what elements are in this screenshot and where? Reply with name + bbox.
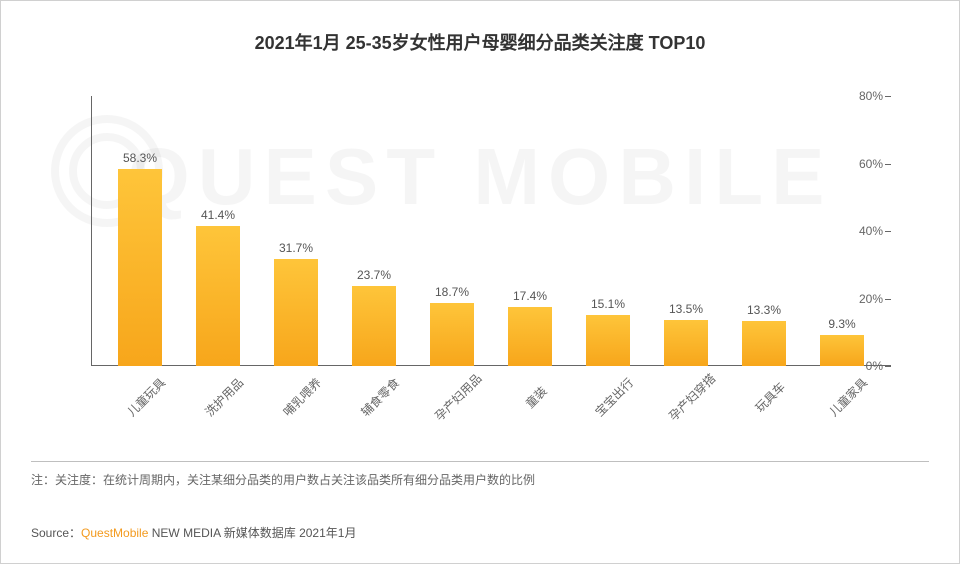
bar-slot: 41.4% — [179, 96, 257, 366]
bar-value-label: 18.7% — [435, 285, 469, 299]
footnote: 注：关注度：在统计周期内，关注某细分品类的用户数占关注该品类所有细分品类用户数的… — [31, 471, 535, 488]
source-prefix: Source： — [31, 526, 81, 540]
x-axis-label: 孕产妇用品 — [424, 363, 491, 430]
bar-value-label: 13.3% — [747, 303, 781, 317]
bar-slot: 15.1% — [569, 96, 647, 366]
bar-value-label: 23.7% — [357, 268, 391, 282]
chart-title: 2021年1月 25-35岁女性用户母婴细分品类关注度 TOP10 — [1, 1, 959, 55]
bar-slot: 31.7% — [257, 96, 335, 366]
bar-rect — [508, 307, 552, 366]
source-line: Source：QuestMobile NEW MEDIA 新媒体数据库 2021… — [31, 524, 356, 541]
x-axis-label: 辅食零食 — [346, 363, 413, 430]
bar-value-label: 31.7% — [279, 241, 313, 255]
y-tick-mark — [885, 366, 891, 367]
bar-slot: 58.3% — [101, 96, 179, 366]
bar-rect — [820, 335, 864, 366]
bar-slot: 13.5% — [647, 96, 725, 366]
bar-slot: 13.3% — [725, 96, 803, 366]
x-axis-label: 儿童玩具 — [112, 363, 179, 430]
chart-container: QUEST MOBILE 2021年1月 25-35岁女性用户母婴细分品类关注度… — [0, 0, 960, 564]
bar-rect — [196, 226, 240, 366]
x-axis-labels: 儿童玩具洗护用品哺乳喂养辅食零食孕产妇用品童装宝宝出行孕产妇穿搭玩具车儿童家具 — [91, 373, 891, 408]
bar-rect — [664, 320, 708, 366]
bar-slot: 9.3% — [803, 96, 881, 366]
source-brand: QuestMobile — [81, 526, 148, 540]
bar-value-label: 41.4% — [201, 208, 235, 222]
bar-value-label: 17.4% — [513, 289, 547, 303]
x-axis-label: 孕产妇穿搭 — [658, 363, 725, 430]
x-axis-label: 洗护用品 — [190, 363, 257, 430]
bar-value-label: 9.3% — [828, 317, 855, 331]
bar-value-label: 15.1% — [591, 297, 625, 311]
bar-rect — [586, 315, 630, 366]
bar-slot: 18.7% — [413, 96, 491, 366]
bar-slot: 17.4% — [491, 96, 569, 366]
bar-rect — [742, 321, 786, 366]
bar-value-label: 58.3% — [123, 151, 157, 165]
x-axis-label: 玩具车 — [736, 363, 803, 430]
bar-rect — [274, 259, 318, 366]
chart-plot-area: 0%20%40%60%80% 58.3%41.4%31.7%23.7%18.7%… — [91, 96, 891, 366]
divider-line — [31, 461, 929, 462]
x-axis-label: 童装 — [502, 363, 569, 430]
source-rest: NEW MEDIA 新媒体数据库 2021年1月 — [148, 526, 356, 540]
x-axis-label: 儿童家具 — [814, 363, 881, 430]
bar-rect — [118, 169, 162, 366]
bar-rect — [430, 303, 474, 366]
bars-group: 58.3% 41.4% 31.7% 23.7% 18.7% 17.4% 15.1% 13.5%… — [91, 96, 891, 366]
bar-slot: 23.7% — [335, 96, 413, 366]
bar-value-label: 13.5% — [669, 302, 703, 316]
x-axis-label: 宝宝出行 — [580, 363, 647, 430]
bar-rect — [352, 286, 396, 366]
x-axis-label: 哺乳喂养 — [268, 363, 335, 430]
